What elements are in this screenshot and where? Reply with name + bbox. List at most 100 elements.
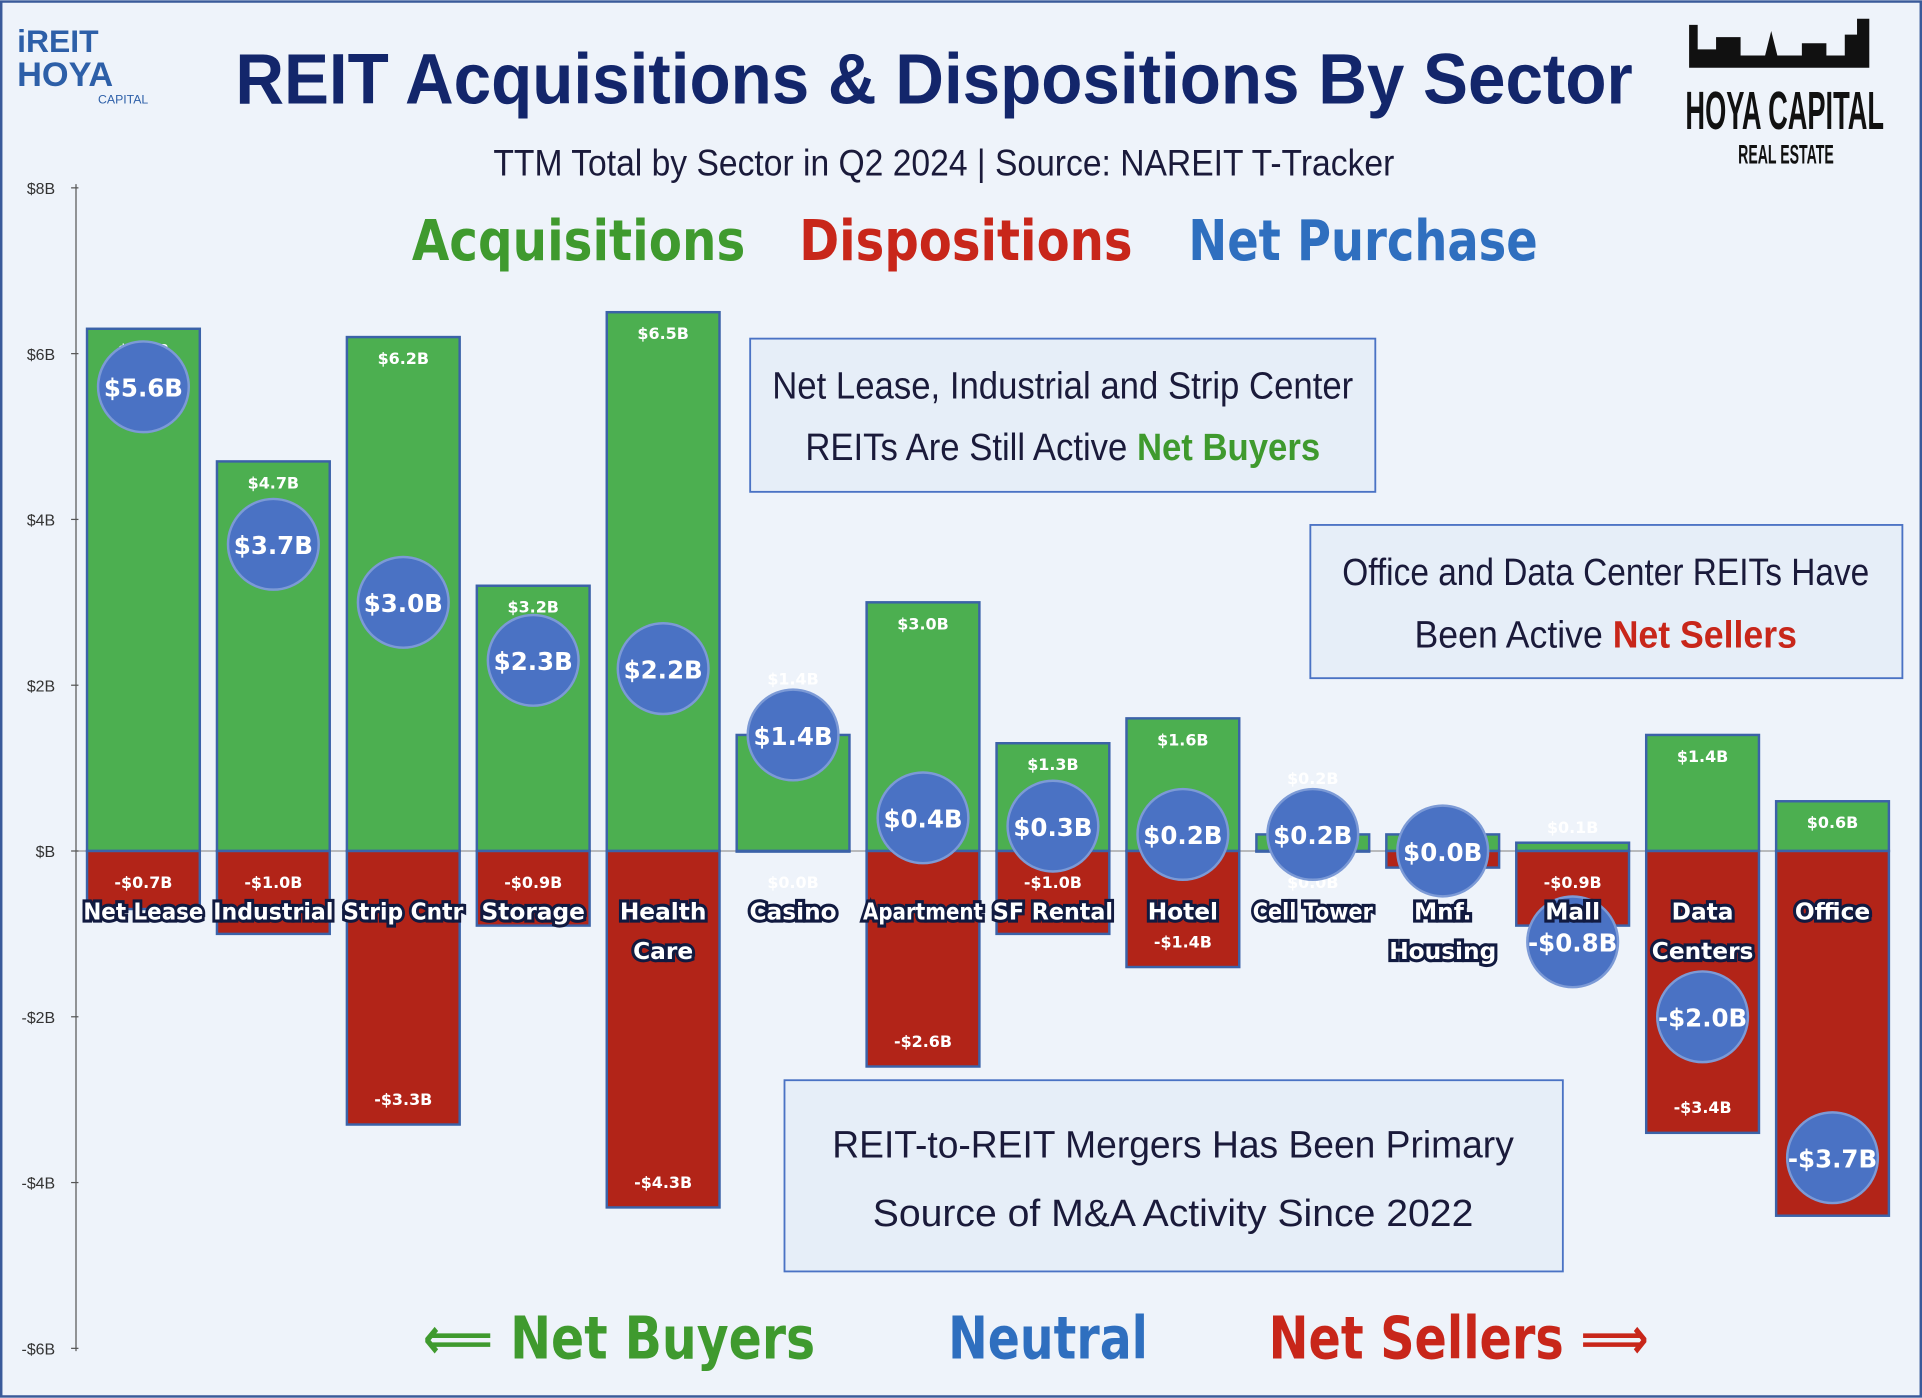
dispositions-label: -$3.4B [1674,1098,1732,1117]
svg-text:Net Lease, Industrial and Stri: Net Lease, Industrial and Strip Center [772,366,1353,408]
net-purchase-marker [96,340,190,434]
bar-acquisitions [605,310,721,853]
net-purchase-label: $0.2B [1273,821,1352,850]
bar-acquisitions [475,584,591,853]
acquisitions-label: $1.6B [1157,730,1208,749]
x-tick-label: Hotel [1148,899,1218,926]
svg-text:REIT-to-REIT Mergers Has Been: REIT-to-REIT Mergers Has Been Primary [832,1124,1514,1166]
net-purchase-marker [746,688,840,782]
net-purchase-marker [1266,787,1360,881]
acquisitions-label: $0.1B [1547,818,1598,837]
svg-text:REITs Are Still Active Net Buy: REITs Are Still Active Net Buyers [805,427,1320,469]
y-tick-label: $4B [27,513,55,530]
dispositions-label: -$0.7B [114,873,172,892]
bar-dispositions [1515,849,1631,927]
net-purchase-label: $0.4B [883,805,962,834]
net-purchase-label: -$0.8B [1528,929,1617,958]
x-tick-label: Strip Cntr [343,899,464,926]
x-tick-label: Industrial [213,899,333,926]
chart-title: REIT Acquisitions & Dispositions By Sect… [235,40,1632,119]
svg-text:Office and Data Center REITs H: Office and Data Center REITs Have [1342,552,1869,594]
logo-right: HOYA CAPITAL REAL ESTATE [1685,18,1884,169]
svg-text:Been Active Net Sellers: Been Active Net Sellers [1415,615,1797,657]
acquisitions-label: $3.0B [897,614,948,633]
legend-net-purchase: Net Purchase [1188,209,1537,274]
x-tick-label: Care [633,938,693,965]
net-purchase-marker [876,771,970,865]
x-tick-label: Office [1795,899,1870,926]
net-purchase-label: $3.0B [364,589,443,618]
acquisitions-label: $6.2B [378,349,429,368]
y-tick-label: -$2B [22,1010,56,1027]
dispositions-label: -$1.0B [244,873,302,892]
dispositions-label: -$1.0B [1024,873,1082,892]
net-purchase-marker [1785,1111,1880,1205]
dispositions-label: -$0.9B [504,873,562,892]
svg-text:iREIT: iREIT [17,23,99,59]
note-mergers: REIT-to-REIT Mergers Has Been Primary So… [783,1079,1564,1273]
note-net-sellers: Office and Data Center REITs Have Been A… [1309,524,1904,680]
y-tick-label: $6B [27,347,55,364]
dispositions-label: -$1.4B [1154,932,1212,951]
footer-neutral: Neutral [948,1303,1148,1372]
dispositions-label: $0.0B [767,873,818,892]
y-tick-label: $2B [27,678,55,695]
x-tick-label: Housing [1389,938,1496,965]
net-purchase-marker [1656,970,1750,1064]
bar-dispositions [345,849,461,1126]
net-purchase-marker [486,613,580,707]
svg-text:Source of M&A Activity Since 2: Source of M&A Activity Since 2022 [873,1193,1474,1235]
net-purchase-marker [616,622,710,716]
net-purchase-label: $3.7B [234,531,313,560]
footer-net-buyers: ⟸ Net Buyers [423,1303,815,1372]
x-tick-label: Storage [481,899,584,926]
acquisitions-label: $0.2B [1287,769,1338,788]
x-tick-label: Data [1672,899,1734,926]
logo-left: iREIT HOYA CAPITAL [17,23,148,106]
bar-acquisitions [1774,800,1891,853]
x-tick-label: Apartment [863,899,983,926]
acquisitions-label: $4.7B [248,473,299,492]
y-tick-label: $8B [27,181,55,198]
net-purchase-marker [1136,787,1230,881]
y-tick-label: -$6B [22,1341,56,1358]
acquisitions-label: $1.4B [767,670,818,689]
bar-dispositions [865,849,981,1068]
y-tick-label: -$4B [22,1176,56,1193]
net-purchase-label: -$3.7B [1788,1145,1877,1174]
x-tick-label: Health [620,899,707,926]
acquisitions-label: $1.3B [1027,755,1078,774]
net-purchase-label: $5.6B [104,374,183,403]
x-tick-label: Mall [1545,899,1600,926]
footer-net-sellers: Net Sellers ⟹ [1269,1303,1649,1372]
net-purchase-label: $0.3B [1013,813,1092,842]
net-purchase-label: $0.0B [1403,838,1482,867]
bar-dispositions [85,849,202,911]
y-tick-label: $B [36,844,55,861]
net-purchase-marker [226,497,320,591]
bar-dispositions [605,849,721,1209]
note-net-buyers: Net Lease, Industrial and Strip Center R… [749,337,1377,493]
net-purchase-label: -$2.0B [1658,1004,1747,1033]
x-tick-label: Net Lease [83,899,203,926]
dispositions-label: -$4.3B [634,1173,692,1192]
net-purchase-marker [1526,895,1620,989]
chart-subtitle: TTM Total by Sector in Q2 2024 | Source:… [493,143,1394,184]
bar-dispositions [215,849,331,936]
acquisitions-label: $0.6B [1807,813,1858,832]
dispositions-label: -$0.9B [1544,873,1602,892]
acquisitions-label: $6.5B [637,324,688,343]
x-tick-label: Mnf. [1414,899,1471,926]
svg-text:CAPITAL: CAPITAL [98,92,148,106]
net-purchase-label: $0.2B [1143,821,1222,850]
x-tick-label: SF Rental [993,899,1113,926]
bar-acquisitions [1644,733,1761,853]
bar-acquisitions [1515,841,1631,853]
net-purchase-label: $2.2B [624,655,703,684]
net-purchase-marker [1396,804,1490,898]
x-tick-label: Casino [749,899,836,926]
net-purchase-marker [1006,779,1100,873]
acquisitions-label: $3.2B [507,598,558,617]
svg-text:HOYA: HOYA [17,56,113,94]
